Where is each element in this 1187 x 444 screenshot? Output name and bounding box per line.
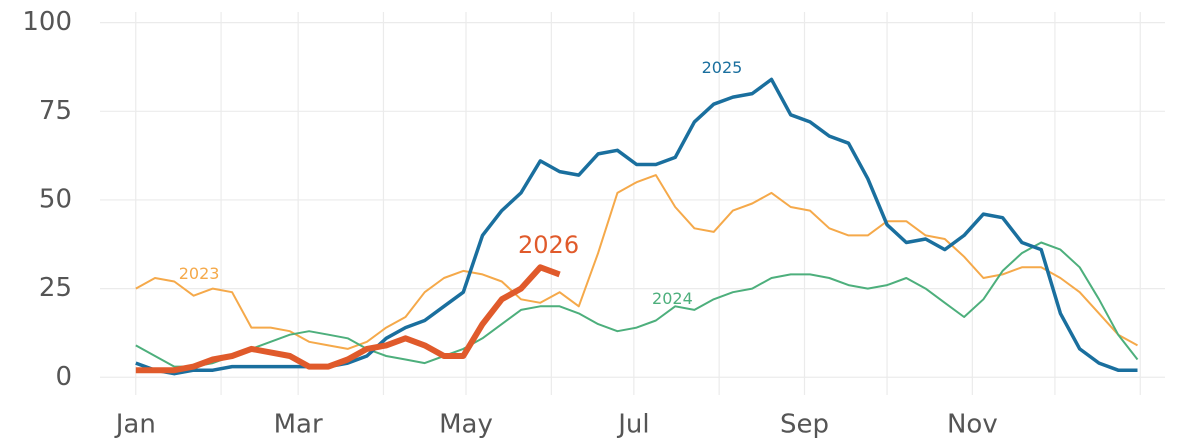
series-label: 2023 bbox=[179, 264, 220, 283]
x-tick-label: May bbox=[439, 410, 493, 440]
x-tick-label: Sep bbox=[780, 410, 829, 440]
series-line bbox=[135, 77, 1138, 376]
series-line bbox=[135, 241, 1139, 368]
series-label: 2024 bbox=[652, 289, 693, 308]
series-label: 2025 bbox=[702, 58, 743, 77]
y-tick-label: 25 bbox=[39, 273, 72, 303]
series-label: 2026 bbox=[518, 231, 579, 259]
x-tick-label: Nov bbox=[947, 410, 998, 440]
y-tick-label: 0 bbox=[55, 362, 72, 392]
x-tick-label: Jul bbox=[616, 410, 649, 440]
series-line bbox=[135, 264, 561, 374]
series-line bbox=[135, 174, 1138, 350]
y-tick-label: 75 bbox=[39, 96, 72, 126]
y-tick-label: 50 bbox=[39, 184, 72, 214]
y-tick-label: 100 bbox=[22, 7, 72, 37]
x-tick-label: Jan bbox=[114, 410, 156, 440]
x-tick-label: Mar bbox=[274, 410, 323, 440]
